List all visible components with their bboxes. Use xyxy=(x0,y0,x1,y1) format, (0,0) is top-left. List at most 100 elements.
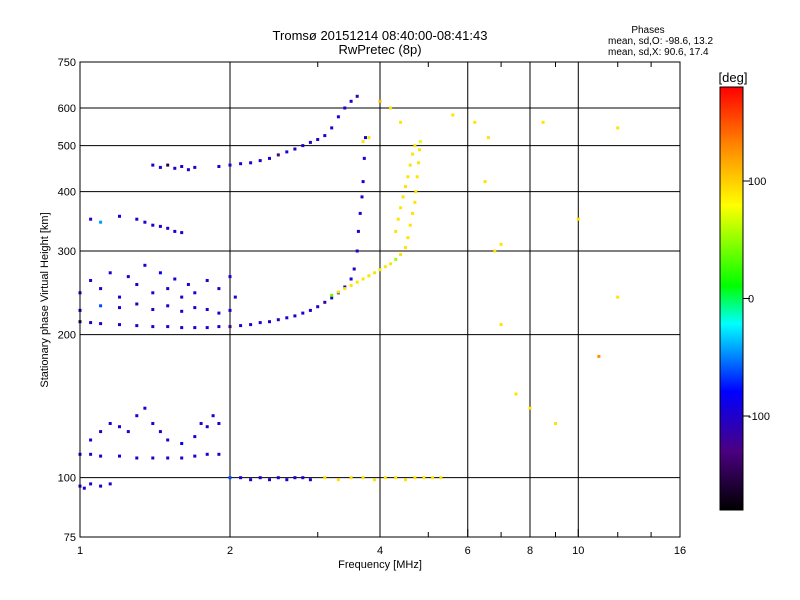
x-mode-point xyxy=(422,476,426,480)
o-mode-point xyxy=(126,430,130,434)
stats-line-o: mean, sd,O: -98.6, 13.2 xyxy=(608,36,713,47)
o-mode-point xyxy=(217,325,221,329)
o-mode-point xyxy=(180,309,184,313)
x-tick-label: 8 xyxy=(527,545,533,557)
o-mode-point xyxy=(239,324,243,328)
o-mode-point xyxy=(258,476,262,480)
o-mode-point xyxy=(118,454,121,458)
o-mode-point xyxy=(186,283,190,286)
x-mode-point xyxy=(541,120,545,124)
x-mode-point xyxy=(554,422,557,425)
o-mode-point xyxy=(323,134,327,138)
x-mode-point xyxy=(396,217,400,221)
o-mode-point xyxy=(126,275,130,279)
o-mode-point xyxy=(301,311,305,315)
x-mode-point xyxy=(404,185,407,189)
x-mode-point xyxy=(414,190,418,194)
o-mode-point xyxy=(186,168,190,172)
o-mode-point xyxy=(166,287,170,291)
x-mode-point xyxy=(499,242,503,246)
x-mode-point xyxy=(408,163,412,167)
o-mode-point xyxy=(108,422,112,425)
x-tick-label: 10 xyxy=(572,545,584,557)
o-mode-point xyxy=(316,305,320,309)
x-mode-point xyxy=(394,257,398,261)
o-mode-point xyxy=(268,156,271,160)
o-mode-point xyxy=(135,302,139,306)
o-mode-point xyxy=(205,452,209,456)
o-mode-point xyxy=(205,308,209,311)
x-mode-point xyxy=(330,293,334,297)
o-mode-point xyxy=(199,422,203,425)
o-mode-point xyxy=(99,322,103,326)
x-mode-point xyxy=(473,120,477,124)
x-mode-point xyxy=(411,211,415,215)
o-mode-point xyxy=(180,295,184,299)
o-mode-point xyxy=(239,162,243,166)
colorbar-tick-label: 0 xyxy=(748,294,754,306)
x-mode-point xyxy=(486,136,490,140)
y-tick-label: 200 xyxy=(58,330,76,342)
o-mode-point xyxy=(193,165,197,169)
o-mode-point xyxy=(268,320,271,324)
o-mode-point xyxy=(308,478,312,482)
o-mode-point xyxy=(118,214,121,218)
x-mode-point xyxy=(493,249,497,253)
o-mode-point xyxy=(99,304,103,308)
x-mode-point xyxy=(394,476,398,480)
o-mode-point xyxy=(249,161,253,165)
o-mode-point xyxy=(89,482,93,486)
o-mode-point xyxy=(249,323,253,327)
chart-subtitle: RwPretec (8p) xyxy=(338,42,421,57)
x-mode-point xyxy=(378,99,382,103)
o-mode-point xyxy=(166,438,170,442)
o-mode-point xyxy=(151,223,155,227)
o-mode-point xyxy=(355,94,359,98)
x-mode-point xyxy=(367,274,371,278)
o-mode-point xyxy=(336,115,340,119)
o-mode-point xyxy=(356,229,360,233)
y-tick-label: 300 xyxy=(58,246,76,258)
o-mode-point xyxy=(151,291,155,295)
o-mode-point xyxy=(228,308,232,312)
x-tick-label: 1 xyxy=(77,545,83,557)
o-mode-point xyxy=(143,220,147,224)
x-mode-point xyxy=(616,126,620,130)
x-mode-point xyxy=(373,271,376,275)
y-axis-label: Stationary phase Virtual Height [km] xyxy=(39,212,51,387)
o-mode-point xyxy=(276,318,280,322)
o-mode-point xyxy=(158,430,162,434)
o-mode-point xyxy=(217,287,221,291)
o-mode-point xyxy=(89,452,93,456)
x-tick-label: 4 xyxy=(377,545,383,557)
colorbar-ticks: 100 0 -100 xyxy=(743,176,770,423)
o-mode-point xyxy=(343,106,347,110)
o-mode-point xyxy=(217,165,221,168)
o-mode-point xyxy=(166,456,170,460)
o-mode-point xyxy=(308,140,312,144)
x-mode-point xyxy=(399,253,403,256)
o-mode-point xyxy=(211,414,215,418)
o-mode-point xyxy=(228,325,232,329)
x-mode-point xyxy=(336,478,340,482)
o-mode-point xyxy=(99,484,103,488)
o-mode-point xyxy=(360,195,364,199)
o-mode-point xyxy=(308,308,312,312)
x-axis-label: Frequency [MHz] xyxy=(338,559,422,571)
y-tick-label: 500 xyxy=(58,141,76,153)
o-mode-point xyxy=(293,476,297,480)
y-tick-label: 75 xyxy=(64,532,76,544)
x-mode-point xyxy=(415,175,419,179)
o-mode-point xyxy=(151,163,155,167)
o-mode-point xyxy=(158,165,162,169)
x-mode-point xyxy=(528,406,532,410)
o-mode-point xyxy=(205,425,209,429)
x-mode-point xyxy=(349,283,353,287)
o-mode-point xyxy=(217,452,221,456)
plot-frame xyxy=(79,61,681,538)
o-mode-point xyxy=(118,306,121,310)
o-mode-point xyxy=(180,326,184,330)
plot-area xyxy=(78,62,681,537)
x-mode-point xyxy=(383,476,387,480)
x-mode-point xyxy=(417,161,421,165)
